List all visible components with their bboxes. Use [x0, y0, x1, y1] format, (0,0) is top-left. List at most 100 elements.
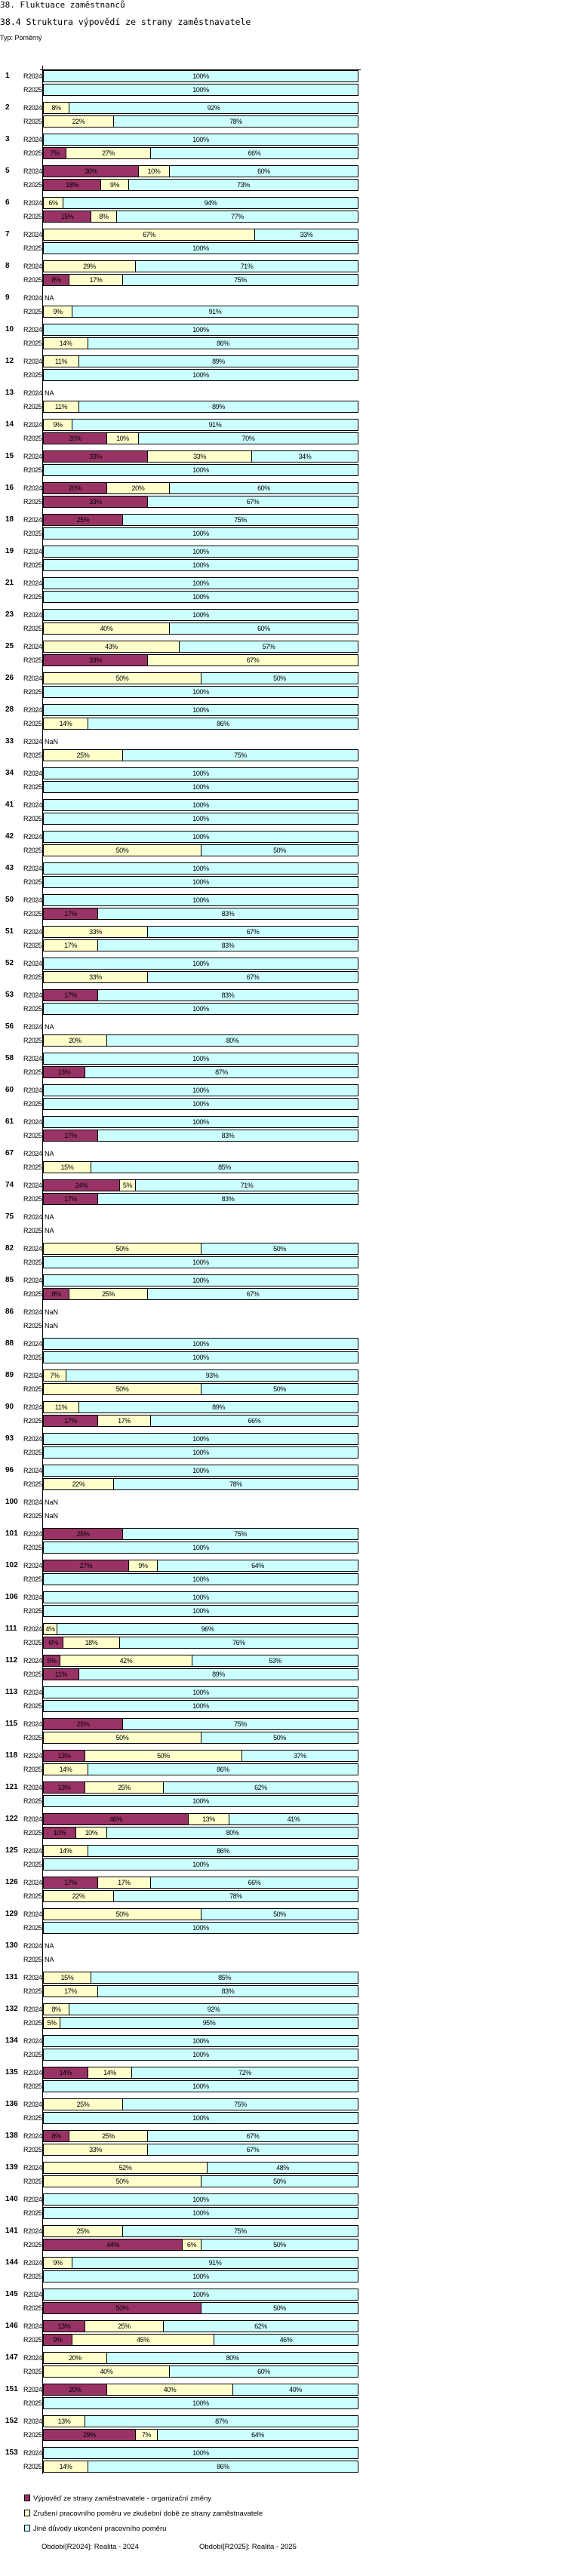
group-label: 96 — [5, 1466, 14, 1474]
period-label: R2024 — [23, 1340, 42, 1348]
segment-org-changes: 20% — [44, 483, 106, 493]
stacked-bar: 100% — [43, 1795, 358, 1807]
segment-other: 85% — [91, 1162, 358, 1173]
group-label: 43 — [5, 864, 14, 872]
period-label: R2024 — [23, 1562, 42, 1569]
segment-org-changes: 46% — [44, 1814, 188, 1824]
period-label: R2024 — [23, 1435, 42, 1443]
segment-other: 100% — [44, 1592, 358, 1603]
segment-probation: 50% — [44, 2176, 201, 2187]
stacked-bar: 6% 94% — [43, 197, 358, 209]
stacked-bar: 40% 60% — [43, 2365, 358, 2378]
period-label: R2024 — [23, 2291, 42, 2298]
segment-other: 100% — [44, 465, 358, 475]
segment-org-changes: 25% — [44, 1529, 122, 1539]
group-label: 41 — [5, 801, 14, 809]
segment-other: 77% — [116, 211, 358, 222]
stacked-bar: 8% 92% — [43, 2003, 358, 2015]
period-label: R2025 — [23, 2368, 42, 2375]
segment-org-changes: 25% — [44, 1719, 122, 1729]
segment-other: 100% — [44, 958, 358, 969]
segment-other: 100% — [44, 2271, 358, 2282]
period-label: R2025 — [23, 1861, 42, 1868]
period-label: R2025 — [23, 2051, 42, 2058]
period-label: R2025 — [23, 2399, 42, 2407]
na-label: NaN — [45, 1308, 59, 1316]
stacked-bar: 17% 83% — [43, 1193, 358, 1205]
period-label: R2025 — [23, 1037, 42, 1044]
segment-probation: 33% — [44, 927, 147, 937]
period-label: R2025 — [23, 1100, 42, 1108]
segment-probation: 10% — [138, 166, 169, 177]
segment-probation: 33% — [44, 2144, 147, 2155]
segment-other: 94% — [63, 198, 358, 208]
period-label: R2025 — [23, 656, 42, 664]
period-label: R2024 — [23, 2037, 42, 2045]
segment-org-changes: 17% — [44, 990, 97, 1001]
segment-org-changes: 14% — [44, 2067, 88, 2078]
segment-probation: 50% — [85, 1751, 241, 1761]
stacked-bar: 7% 27% 66% — [43, 147, 358, 159]
segment-org-changes: 17% — [44, 1194, 97, 1204]
segment-other: 100% — [44, 1447, 358, 1458]
stacked-bar: 8% 92% — [43, 102, 358, 114]
period-label: R2024 — [23, 770, 42, 777]
segment-probation: 8% — [44, 103, 69, 113]
segment-other: 33% — [254, 229, 358, 240]
period-label: R2024 — [23, 1499, 42, 1506]
stacked-bar: 100% — [43, 242, 358, 254]
period-label: R2024 — [23, 1974, 42, 1981]
stacked-bar: 100% — [43, 1256, 358, 1268]
stacked-bar: 100% — [43, 1351, 358, 1363]
period-label: R2025 — [23, 1480, 42, 1488]
segment-other: 89% — [78, 1669, 358, 1680]
group-label: 23 — [5, 610, 14, 619]
period-label: R2025 — [23, 1956, 42, 1963]
period-label: R2024 — [23, 2006, 42, 2013]
group-label: 130 — [5, 1941, 18, 1950]
period-label: R2024 — [23, 2227, 42, 2235]
period-label: R2024 — [23, 706, 42, 714]
period-label: R2025 — [23, 752, 42, 759]
group-label: 146 — [5, 2322, 18, 2330]
stacked-bar: 50% 50% — [43, 1383, 358, 1395]
period-label: R2024 — [23, 2196, 42, 2203]
segment-probation: 50% — [44, 845, 201, 856]
stacked-bar: 100% — [43, 591, 358, 603]
segment-other: 83% — [97, 940, 358, 951]
group-label: 118 — [5, 1751, 18, 1760]
segment-other: 100% — [44, 85, 358, 95]
segment-other: 71% — [135, 261, 358, 272]
stacked-bar: 100% — [43, 831, 358, 843]
period-label: R2024 — [23, 2259, 42, 2267]
segment-other: 83% — [97, 908, 358, 919]
stacked-bar: 20% 20% 60% — [43, 482, 358, 494]
segment-other: 100% — [44, 1687, 358, 1698]
stacked-bar: 67% 33% — [43, 229, 358, 241]
stacked-bar: 9% 91% — [43, 2257, 358, 2269]
stacked-bar: 100% — [43, 70, 358, 82]
stacked-bar: 25% 75% — [43, 2098, 358, 2110]
stacked-bar: 33% 67% — [43, 971, 358, 983]
stacked-bar: 100% — [43, 958, 358, 970]
group-label: 138 — [5, 2132, 18, 2140]
group-label: 139 — [5, 2163, 18, 2172]
segment-probation: 8% — [91, 211, 116, 222]
group-label: 56 — [5, 1022, 14, 1031]
segment-other: 100% — [44, 2208, 358, 2218]
stacked-bar: 9% 91% — [43, 306, 358, 318]
segment-org-changes: 13% — [44, 2321, 85, 2332]
group-label: 135 — [5, 2068, 18, 2076]
legend-swatch-purple — [24, 2495, 30, 2501]
segment-other: 100% — [44, 1606, 358, 1616]
segment-other: 67% — [147, 972, 358, 982]
group-label: 85 — [5, 1276, 14, 1284]
segment-other: 100% — [44, 1434, 358, 1444]
segment-probation: 6% — [44, 198, 63, 208]
period-label: R2024 — [23, 643, 42, 650]
period-label: R2025 — [23, 435, 42, 442]
group-label: 13 — [5, 389, 14, 397]
segment-other: 60% — [169, 623, 358, 634]
segment-probation: 50% — [44, 1384, 201, 1394]
period-note-2025: Období[R2025]: Realita - 2025 — [199, 2543, 297, 2551]
